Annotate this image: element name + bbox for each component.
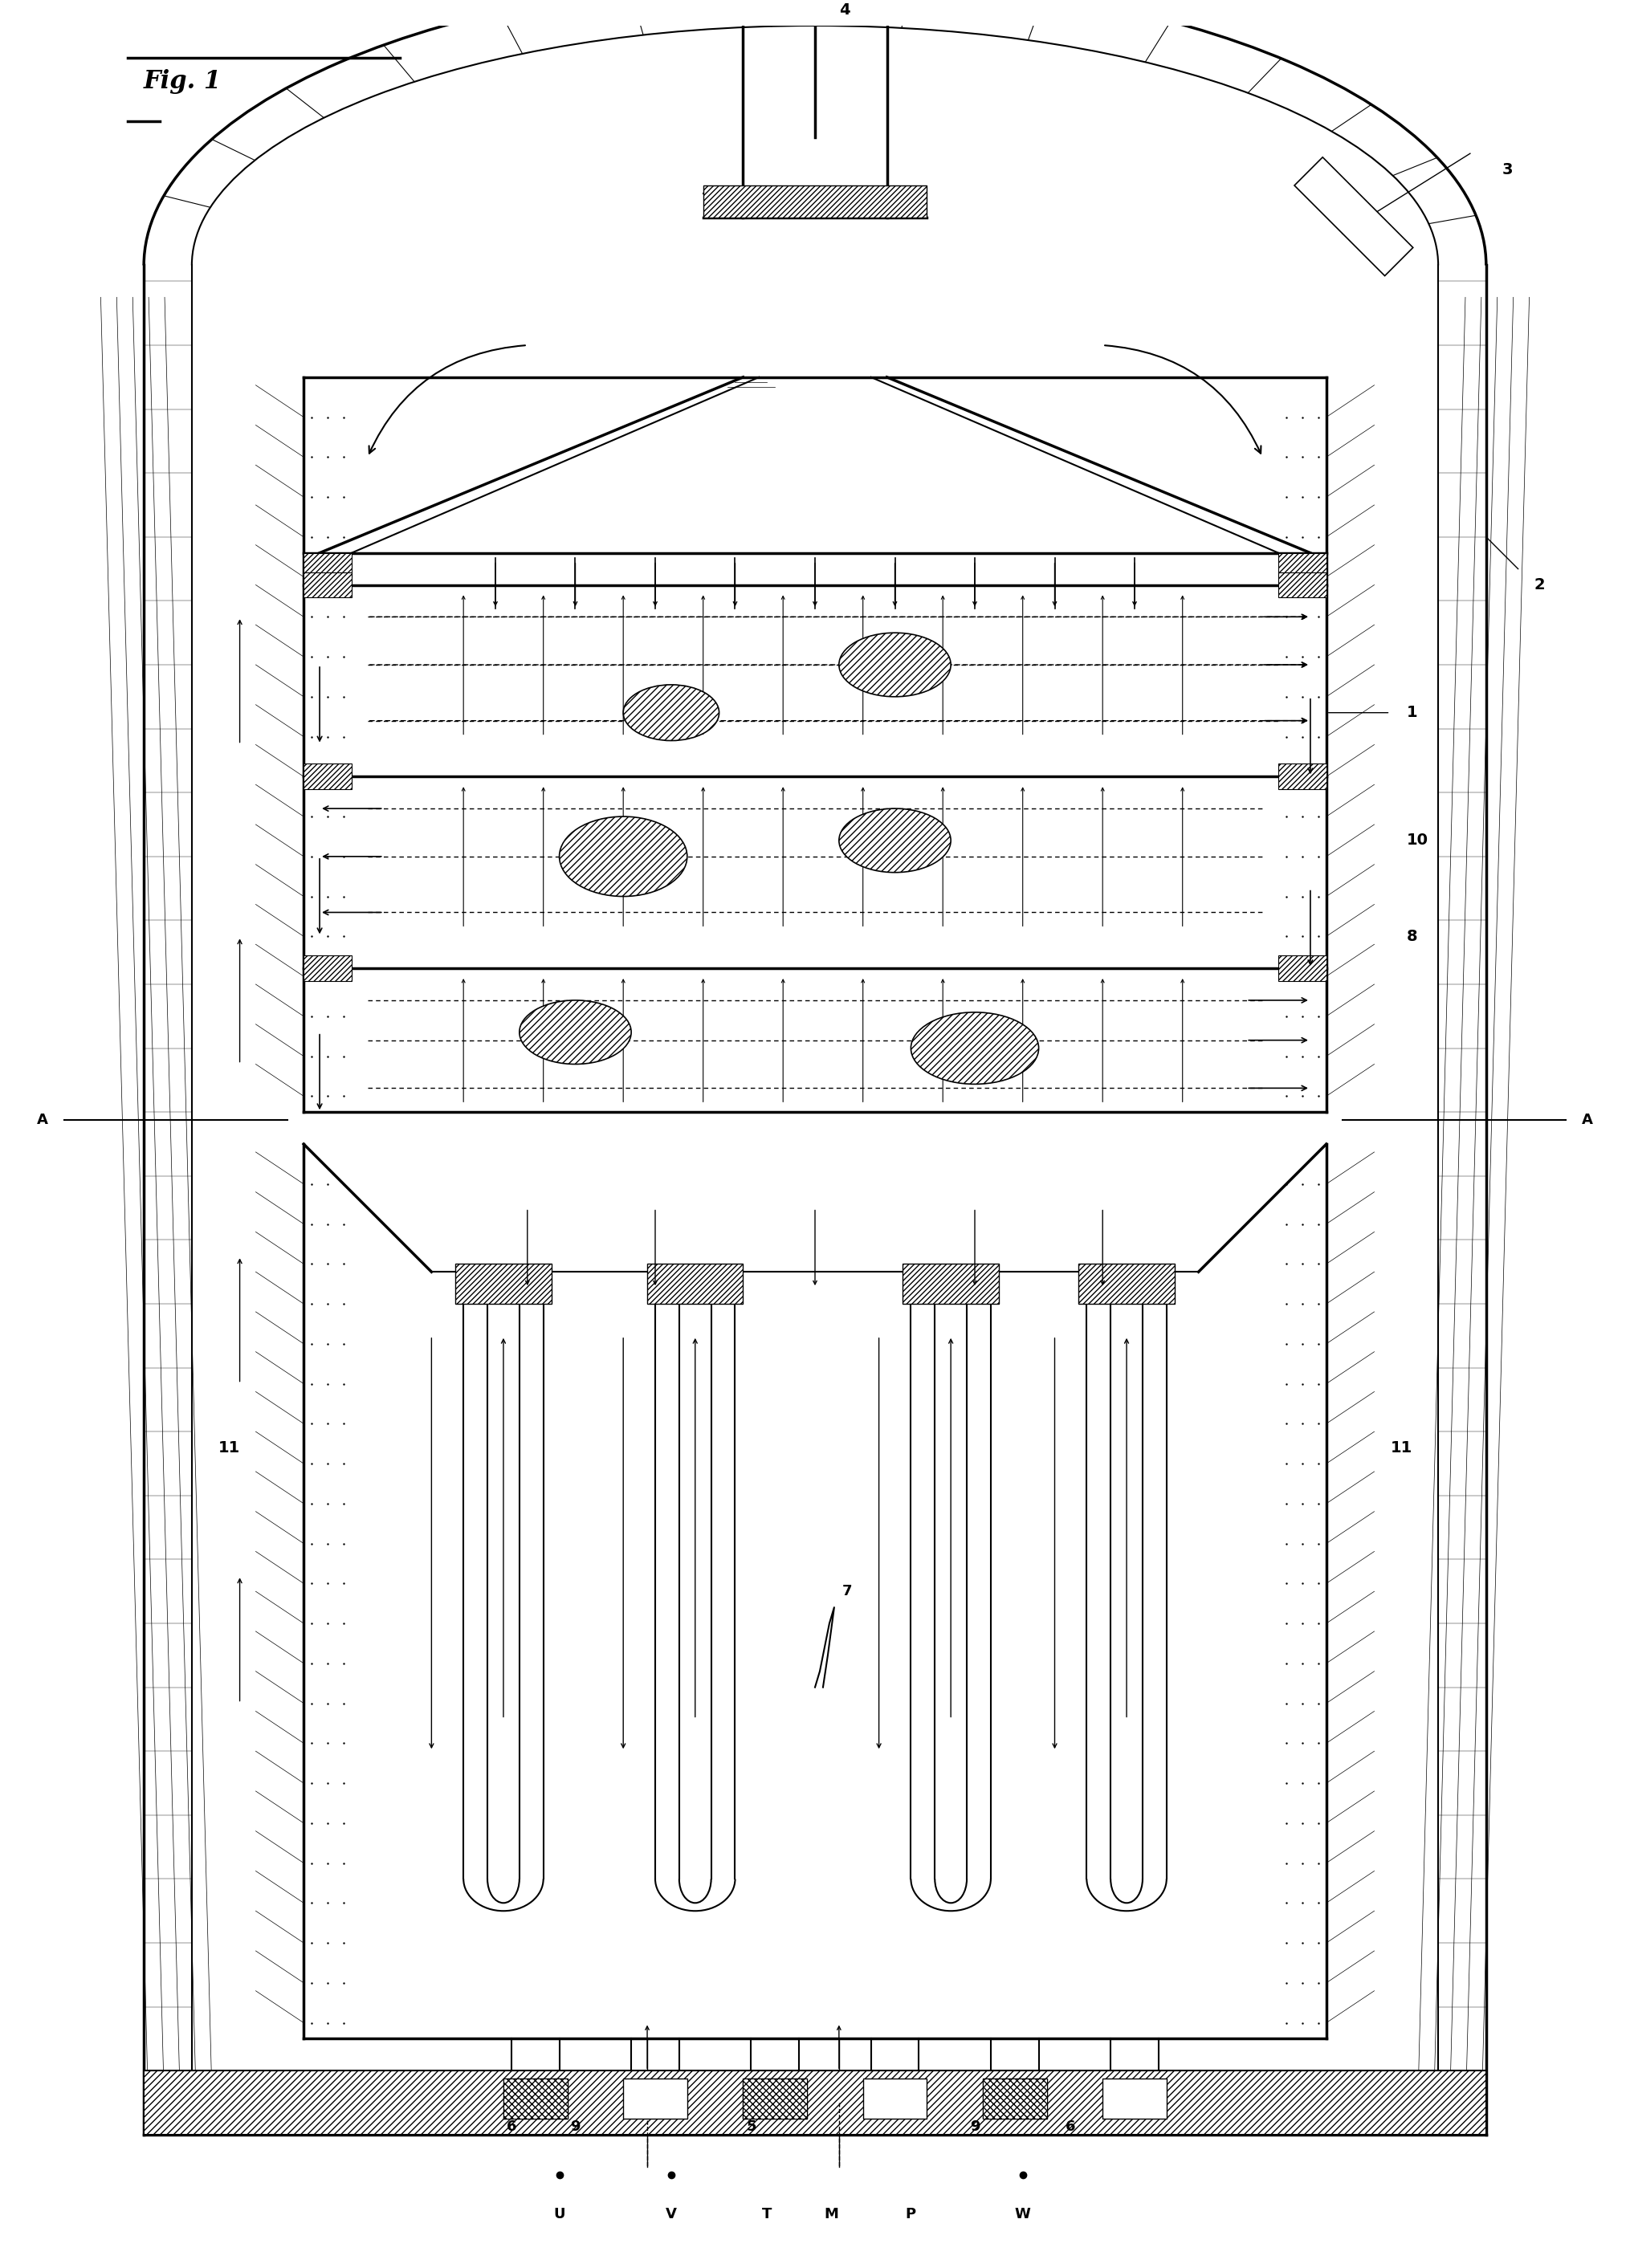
Text: 4: 4 xyxy=(839,2,849,18)
Bar xyxy=(1079,1263,1175,1304)
Bar xyxy=(303,572,352,599)
Text: 11: 11 xyxy=(218,1440,240,1456)
Bar xyxy=(1278,553,1327,576)
Text: T: T xyxy=(763,2207,773,2223)
Ellipse shape xyxy=(911,1012,1038,1084)
Text: V: V xyxy=(665,2207,676,2223)
Text: 2: 2 xyxy=(1534,578,1545,592)
Bar xyxy=(1278,572,1327,599)
Text: W: W xyxy=(1015,2207,1030,2223)
Text: 10: 10 xyxy=(1407,832,1428,848)
Bar xyxy=(862,2080,927,2118)
Bar xyxy=(303,764,352,789)
Bar xyxy=(504,2080,567,2118)
Text: 9: 9 xyxy=(570,2118,580,2134)
Bar xyxy=(1278,764,1327,789)
Polygon shape xyxy=(1294,156,1413,277)
Bar xyxy=(1278,955,1327,982)
Text: 9: 9 xyxy=(970,2118,980,2134)
Bar xyxy=(455,1263,551,1304)
Bar xyxy=(504,2080,567,2118)
Text: Fig. 1: Fig. 1 xyxy=(143,68,222,93)
Bar xyxy=(1102,2080,1167,2118)
Bar xyxy=(303,553,352,576)
Bar xyxy=(703,186,927,218)
Text: 5: 5 xyxy=(747,2118,756,2134)
Text: 11: 11 xyxy=(1390,1440,1412,1456)
Bar xyxy=(903,1263,999,1304)
Text: 1: 1 xyxy=(1407,705,1416,721)
Text: P: P xyxy=(906,2207,916,2223)
Text: 7: 7 xyxy=(843,1583,852,1599)
Text: A: A xyxy=(1583,1114,1593,1127)
Bar xyxy=(983,2080,1046,2118)
Ellipse shape xyxy=(839,807,950,873)
Ellipse shape xyxy=(839,633,950,696)
Bar xyxy=(623,2080,688,2118)
Bar xyxy=(743,2080,807,2118)
Text: 6: 6 xyxy=(1066,2118,1076,2134)
Text: 3: 3 xyxy=(1503,161,1513,177)
Text: U: U xyxy=(554,2207,566,2223)
Text: A: A xyxy=(37,1114,47,1127)
Text: 6: 6 xyxy=(507,2118,517,2134)
Bar xyxy=(743,2080,807,2118)
Ellipse shape xyxy=(520,1000,631,1064)
Text: M: M xyxy=(823,2207,838,2223)
Ellipse shape xyxy=(623,685,719,742)
Bar xyxy=(303,955,352,982)
Text: 8: 8 xyxy=(1407,928,1416,943)
Bar xyxy=(647,1263,743,1304)
Bar xyxy=(143,2071,1487,2134)
Bar xyxy=(983,2080,1046,2118)
Ellipse shape xyxy=(559,816,688,896)
